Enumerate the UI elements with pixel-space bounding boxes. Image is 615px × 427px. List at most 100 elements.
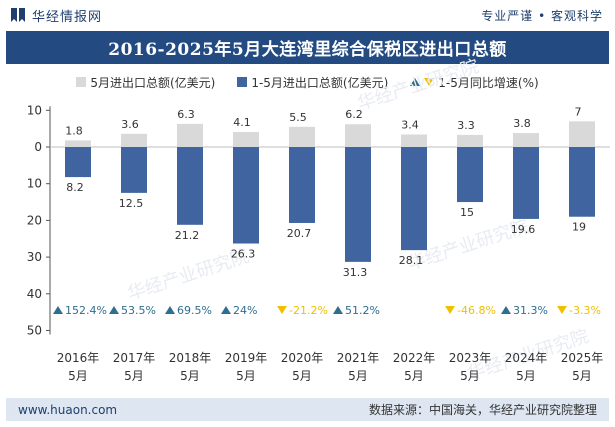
x-tick-label-month: 5月 [236, 369, 256, 383]
bar-may [233, 131, 259, 147]
y-tick-label: 50 [27, 324, 42, 338]
legend-item-growth[interactable]: 1-5月同比增速(%) [410, 74, 539, 91]
x-tick-label-year: 2025年 [561, 351, 604, 365]
x-tick-label-month: 5月 [516, 369, 536, 383]
footer-bar: www.huaon.com 数据来源：中国海关，华经产业研究院整理 [6, 398, 609, 421]
bar-cumulative [289, 147, 315, 223]
legend-label-may: 5月进出口总额(亿美元) [90, 75, 216, 90]
y-tick-label: 40 [27, 287, 42, 301]
legend-item-cumulative[interactable]: 1-5月进出口总额(亿美元) [237, 74, 388, 91]
x-tick-label-year: 2017年 [113, 351, 156, 365]
growth-label: 53.5% [121, 304, 156, 317]
growth-up-marker [221, 306, 231, 314]
bar-may-label: 1.8 [65, 124, 83, 137]
bar-may-label: 7 [575, 105, 582, 118]
growth-label: 152.4% [65, 304, 107, 317]
bar-may [177, 123, 203, 147]
growth-down-marker [277, 306, 287, 314]
bar-cumulative-label: 19.6 [511, 223, 536, 236]
x-tick-label-month: 5月 [124, 369, 144, 383]
growth-label: -21.2% [289, 304, 328, 317]
growth-label: 31.3% [513, 304, 548, 317]
triangle-up-icon [410, 78, 421, 86]
chart-title: 2016-2025年5月大连湾里综合保税区进出口总额 [108, 40, 507, 60]
chart-legend: 5月进出口总额(亿美元) 1-5月进出口总额(亿美元) 1-5月同比增速(%) [0, 70, 615, 94]
y-tick-label: 0 [34, 140, 42, 154]
bar-may [401, 134, 427, 147]
bar-cumulative-label: 19 [572, 221, 586, 234]
x-tick-label-month: 5月 [68, 369, 88, 383]
legend-swatch-cumulative [237, 77, 248, 87]
x-tick-label-month: 5月 [460, 369, 480, 383]
bar-cumulative [401, 147, 427, 251]
growth-up-marker [501, 306, 511, 314]
x-tick-label-year: 2024年 [505, 351, 548, 365]
x-tick-label-month: 5月 [404, 369, 424, 383]
bar-cumulative-label: 12.5 [119, 197, 144, 210]
growth-up-marker [333, 306, 343, 314]
bar-cumulative-label: 21.2 [175, 229, 200, 242]
growth-down-marker [445, 306, 455, 314]
bar-may-label: 3.6 [121, 118, 139, 131]
bar-may-label: 6.2 [345, 108, 363, 121]
growth-up-marker [109, 306, 119, 314]
bar-cumulative-label: 20.7 [287, 227, 312, 240]
bar-may-label: 3.8 [513, 117, 531, 130]
tagline: 专业严谨 • 客观科学 [481, 8, 603, 23]
bar-cumulative [177, 147, 203, 225]
x-tick-label-month: 5月 [180, 369, 200, 383]
x-tick-label-year: 2020年 [281, 351, 324, 365]
y-tick-label: 20 [27, 213, 42, 227]
growth-up-marker [53, 306, 63, 314]
bar-may-label: 3.3 [457, 119, 475, 132]
x-tick-label-year: 2018年 [169, 351, 212, 365]
bar-may-label: 3.4 [401, 119, 419, 132]
title-bar: 2016-2025年5月大连湾里综合保税区进出口总额 [6, 31, 609, 64]
bar-cumulative-label: 8.2 [66, 181, 84, 194]
brand-logo[interactable]: 华经情报网 [10, 6, 102, 25]
y-tick-label: 30 [27, 250, 42, 264]
legend-label-growth: 1-5月同比增速(%) [438, 75, 539, 90]
x-tick-label-year: 2019年 [225, 351, 268, 365]
x-tick-label-year: 2021年 [337, 351, 380, 365]
brand-name: 华经情报网 [32, 9, 103, 25]
bar-cumulative [233, 147, 259, 244]
bar-may [457, 134, 483, 147]
bar-cumulative [121, 147, 147, 193]
bar-cumulative-label: 28.1 [399, 254, 424, 267]
growth-label: 69.5% [177, 304, 212, 317]
bar-cumulative-label: 31.3 [343, 266, 368, 279]
top-bar: 华经情报网 专业严谨 • 客观科学 [0, 0, 615, 30]
footer-source: 数据来源：中国海关，华经产业研究院整理 [368, 403, 597, 417]
bar-may [345, 124, 371, 147]
bar-may-label: 4.1 [233, 116, 251, 129]
bar-cumulative [569, 147, 595, 217]
growth-label: 24% [233, 304, 257, 317]
x-tick-label-year: 2022年 [393, 351, 436, 365]
bar-cumulative [345, 147, 371, 262]
x-tick-label-month: 5月 [292, 369, 312, 383]
bookmark-logo-icon [11, 8, 25, 22]
growth-label: -46.8% [457, 304, 496, 317]
bar-may-label: 6.3 [177, 108, 195, 121]
x-tick-label-year: 2016年 [57, 351, 100, 365]
bar-cumulative-label: 15 [460, 206, 474, 219]
bar-cumulative [457, 147, 483, 203]
legend-item-may[interactable]: 5月进出口总额(亿美元) [76, 74, 215, 91]
legend-label-cumulative: 1-5月进出口总额(亿美元) [251, 75, 389, 90]
x-tick-label-year: 2023年 [449, 351, 492, 365]
bar-may [65, 140, 91, 147]
y-tick-label: 10 [27, 177, 42, 191]
bar-may [513, 133, 539, 147]
growth-label: 51.2% [345, 304, 380, 317]
legend-swatch-may [76, 77, 87, 87]
bar-cumulative-label: 26.3 [231, 248, 256, 261]
growth-label: -3.3% [569, 304, 601, 317]
y-tick-label: 10 [27, 103, 42, 117]
x-tick-label-month: 5月 [572, 369, 592, 383]
bar-may-label: 5.5 [289, 111, 307, 124]
growth-up-marker [165, 306, 175, 314]
bar-may [569, 121, 595, 147]
footer-url[interactable]: www.huaon.com [18, 402, 118, 417]
